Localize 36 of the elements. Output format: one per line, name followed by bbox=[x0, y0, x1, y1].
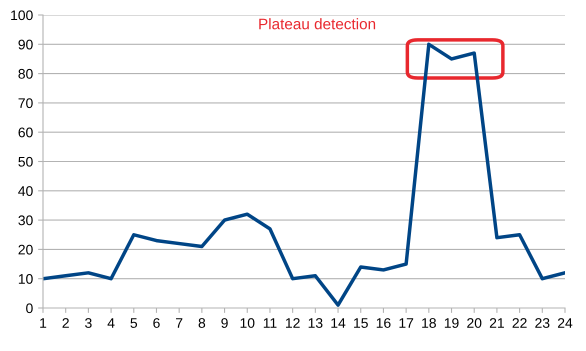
annotation: Plateau detection bbox=[259, 18, 376, 30]
x-tick-label: 17 bbox=[399, 318, 414, 328]
x-tick-label: 22 bbox=[512, 318, 527, 328]
x-tick-label: 5 bbox=[130, 318, 138, 328]
x-tick-label: 9 bbox=[221, 318, 228, 328]
x-tick-label: 4 bbox=[108, 318, 115, 328]
y-tick-label: 70 bbox=[18, 98, 33, 108]
x-tick-label: 1 bbox=[40, 318, 46, 328]
y-tick-label: 60 bbox=[18, 128, 33, 138]
x-tick-label: 6 bbox=[153, 318, 160, 328]
x-tick-label: 10 bbox=[240, 318, 254, 328]
x-tick-label: 14 bbox=[331, 318, 346, 328]
x-tick-label: 12 bbox=[286, 318, 300, 328]
x-tick-label: 8 bbox=[198, 318, 206, 328]
x-tick-label: 20 bbox=[467, 318, 482, 328]
y-tick-label: 30 bbox=[18, 215, 33, 226]
y-tick-label: 80 bbox=[18, 68, 33, 79]
y-tick-label: 10 bbox=[18, 274, 33, 284]
x-tick-label: 3 bbox=[85, 318, 92, 328]
x-tick-label: 16 bbox=[376, 318, 391, 328]
x-tick-label: 21 bbox=[490, 318, 504, 328]
x-tick-label: 11 bbox=[264, 318, 276, 328]
y-tick-label: 20 bbox=[18, 244, 33, 255]
y-tick-label: 40 bbox=[18, 186, 33, 196]
x-tick-label: 13 bbox=[308, 318, 322, 328]
y-tick-label: 50 bbox=[18, 156, 33, 167]
y-tick-label: 0 bbox=[26, 303, 33, 314]
y-tick-label: 100 bbox=[11, 10, 33, 20]
x-tick-label: 2 bbox=[62, 318, 69, 328]
x-tick-label: 19 bbox=[444, 318, 459, 328]
x-tick-label: 15 bbox=[354, 318, 368, 328]
y-tick-label: 90 bbox=[18, 40, 33, 50]
x-tick-label: 24 bbox=[558, 318, 572, 328]
x-tick-label: 23 bbox=[535, 318, 550, 328]
x-tick-label: 7 bbox=[176, 318, 182, 328]
x-tick-label: 18 bbox=[422, 318, 436, 328]
